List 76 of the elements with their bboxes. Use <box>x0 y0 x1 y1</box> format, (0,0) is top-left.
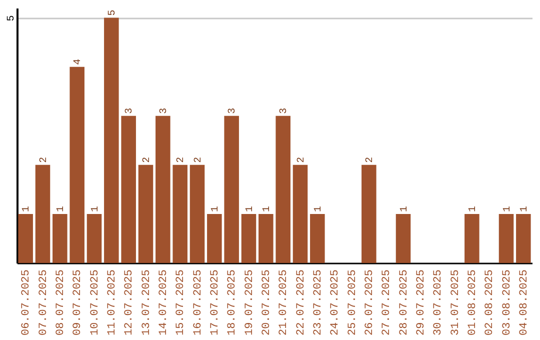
data-label: 3 <box>228 108 239 114</box>
data-label: 1 <box>502 206 514 212</box>
x-tick-label: 22.07.2025 <box>295 270 308 336</box>
data-label: 3 <box>158 108 170 114</box>
bar <box>52 214 68 263</box>
data-label: 2 <box>364 156 376 163</box>
bar <box>241 214 256 263</box>
data-label: 1 <box>519 206 530 212</box>
data-label: 5 <box>107 10 118 16</box>
bar <box>18 214 33 263</box>
data-label: 3 <box>124 108 136 114</box>
x-tick-label: 04.08.2025 <box>518 270 530 336</box>
data-label: 2 <box>296 156 308 163</box>
data-label: 1 <box>313 206 324 212</box>
bar <box>224 116 239 263</box>
x-tick-label: 11.07.2025 <box>106 270 118 336</box>
x-tick-label: 31.07.2025 <box>450 270 462 336</box>
x-tick-label: 29.07.2025 <box>415 270 428 336</box>
bar <box>516 214 531 263</box>
data-label: 1 <box>399 206 410 212</box>
x-tick-label: 14.07.2025 <box>158 270 170 336</box>
bar <box>70 66 84 263</box>
data-label: 2 <box>176 156 188 163</box>
bar <box>292 164 308 263</box>
x-tick-label: 17.07.2025 <box>209 270 222 336</box>
x-tick-label: 26.07.2025 <box>364 270 376 336</box>
x-tick-label: 09.07.2025 <box>72 270 84 336</box>
bar <box>464 214 480 263</box>
data-label: 1 <box>262 206 273 212</box>
bar <box>138 164 154 263</box>
data-label: 1 <box>22 206 33 212</box>
data-label: 1 <box>244 206 256 212</box>
x-tick-label: 19.07.2025 <box>244 270 256 336</box>
data-label: 4 <box>73 58 84 65</box>
data-label: 2 <box>38 156 50 163</box>
bar <box>498 214 514 263</box>
data-label: 3 <box>279 108 290 114</box>
bar <box>86 214 102 263</box>
data-label: 2 <box>142 156 153 163</box>
x-tick-label: 20.07.2025 <box>260 270 273 336</box>
data-label: 1 <box>210 206 222 212</box>
bar <box>35 164 50 263</box>
x-tick-label: 06.07.2025 <box>20 270 33 336</box>
data-label: 1 <box>468 206 479 212</box>
x-tick-label: 07.07.2025 <box>38 270 50 336</box>
x-tick-label: 03.08.2025 <box>501 270 514 336</box>
x-tick-label: 08.07.2025 <box>54 270 67 336</box>
x-tick-label: 13.07.2025 <box>140 270 153 336</box>
bar <box>104 18 119 263</box>
x-tick-label: 16.07.2025 <box>192 270 204 336</box>
bar <box>276 116 290 263</box>
x-tick-label: 15.07.2025 <box>175 270 188 336</box>
x-tick-label: 28.07.2025 <box>398 270 410 336</box>
x-tick-label: 23.07.2025 <box>312 270 324 336</box>
bar <box>190 164 205 263</box>
x-tick-label: 30.07.2025 <box>432 270 445 336</box>
bar <box>172 164 188 263</box>
bar <box>362 164 376 263</box>
x-tick-label: 24.07.2025 <box>330 270 342 336</box>
data-label: 2 <box>193 156 204 163</box>
x-tick-label: 21.07.2025 <box>278 270 290 336</box>
x-tick-label: 27.07.2025 <box>381 270 394 336</box>
x-tick-label: 25.07.2025 <box>346 270 359 336</box>
bar <box>121 116 136 263</box>
bar <box>258 214 274 263</box>
x-tick-label: 18.07.2025 <box>226 270 239 336</box>
bar <box>396 214 411 263</box>
x-tick-label: 10.07.2025 <box>89 270 102 336</box>
data-label: 1 <box>90 206 102 212</box>
x-tick-label: 01.08.2025 <box>466 270 479 336</box>
data-label: 1 <box>56 206 67 212</box>
bar <box>156 116 170 263</box>
x-tick-label: 02.08.2025 <box>484 270 496 336</box>
bar <box>310 214 325 263</box>
bar <box>207 214 222 263</box>
x-tick-label: 12.07.2025 <box>124 270 136 336</box>
